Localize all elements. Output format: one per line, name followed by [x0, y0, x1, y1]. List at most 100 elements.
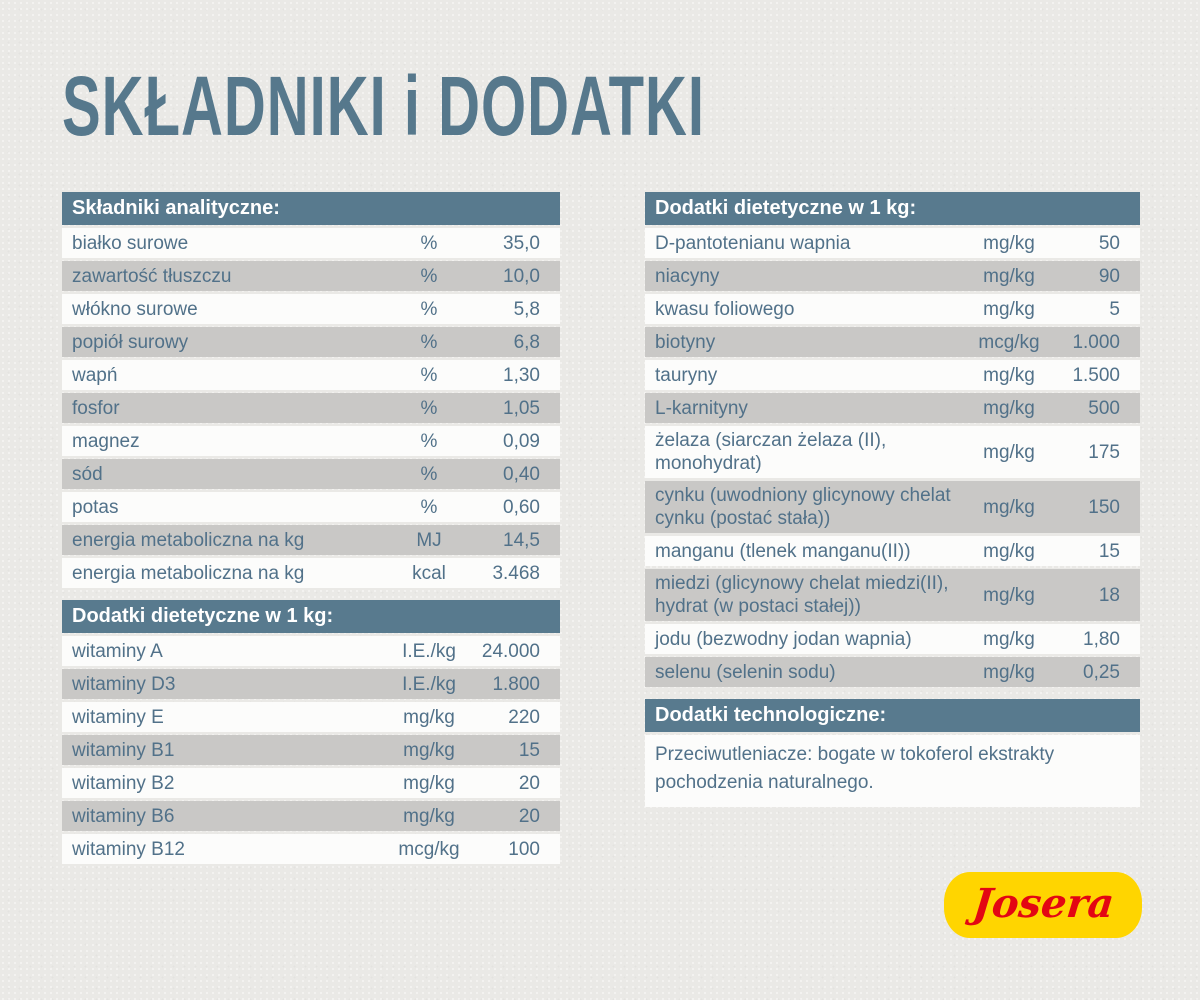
row-name: energia metaboliczna na kg — [72, 562, 305, 584]
table-row: kwasu foliowego mg/kg 5 — [645, 294, 1140, 324]
row-value: 0,40 — [503, 463, 540, 485]
row-unit: mg/kg — [983, 298, 1035, 320]
row-value: 14,5 — [503, 529, 540, 551]
table-row: biotyny mcg/kg 1.000 — [645, 327, 1140, 357]
row-name: miedzi (glicynowy chelat miedzi(II), hyd… — [655, 573, 949, 617]
row-unit: mcg/kg — [978, 331, 1040, 353]
row-unit: MJ — [416, 529, 442, 551]
row-value: 1,30 — [503, 364, 540, 386]
table-row: energia metaboliczna na kg kcal 3.468 — [62, 558, 560, 588]
row-unit: % — [420, 331, 438, 353]
josera-logo-text: Josera — [970, 879, 1116, 927]
row-unit: mg/kg — [403, 739, 455, 761]
row-name: jodu (bezwodny jodan wapnia) — [655, 628, 912, 650]
row-name: energia metaboliczna na kg — [72, 529, 305, 551]
table-row: niacyny mg/kg 90 — [645, 261, 1140, 291]
row-value: 0,60 — [503, 496, 540, 518]
row-value: 20 — [518, 805, 540, 827]
row-name: manganu (tlenek manganu(II)) — [655, 540, 911, 562]
table-row: witaminy B6 mg/kg 20 — [62, 801, 560, 831]
row-unit: mg/kg — [403, 706, 455, 728]
row-name: niacyny — [655, 265, 720, 287]
row-value: 10,0 — [503, 265, 540, 287]
row-name: witaminy E — [72, 706, 164, 728]
row-name: wapń — [72, 364, 118, 386]
row-unit: mg/kg — [983, 496, 1035, 518]
row-value: 35,0 — [503, 232, 540, 254]
row-unit: mg/kg — [983, 628, 1035, 650]
table-row: sód% 0,40 — [62, 459, 560, 489]
table-row: potas% 0,60 — [62, 492, 560, 522]
page-title: SKŁADNIKI i DODATKI — [62, 59, 706, 154]
row-unit: % — [420, 232, 438, 254]
dietary-additives-vitamins-table: Dodatki dietetyczne w 1 kg: witaminy A I.… — [62, 600, 560, 864]
table-row: witaminy B12 mcg/kg 100 — [62, 834, 560, 864]
row-value: 175 — [1088, 441, 1120, 463]
row-name: magnez — [72, 430, 140, 452]
row-value: 6,8 — [513, 331, 540, 353]
row-name: witaminy B2 — [72, 772, 175, 794]
row-value: 100 — [508, 838, 540, 860]
analytical-constituents-table: Składniki analityczne: białko surowe% 35,… — [62, 192, 560, 588]
table-row: tauryny mg/kg 1.500 — [645, 360, 1140, 390]
row-name: biotyny — [655, 331, 716, 353]
row-name: L-karnityny — [655, 397, 748, 419]
row-name: fosfor — [72, 397, 120, 419]
table-row: magnez% 0,09 — [62, 426, 560, 456]
row-value: 1.800 — [492, 673, 540, 695]
row-name: żelaza (siarczan żelaza (II), monohydrat… — [655, 430, 887, 474]
row-unit: mg/kg — [403, 805, 455, 827]
row-name: sód — [72, 463, 103, 485]
row-value: 220 — [508, 706, 540, 728]
row-name: witaminy B6 — [72, 805, 175, 827]
row-value: 5,8 — [513, 298, 540, 320]
row-name: potas — [72, 496, 119, 518]
row-unit: mg/kg — [983, 661, 1035, 683]
row-unit: % — [420, 463, 438, 485]
row-unit: kcal — [412, 562, 446, 584]
row-value: 24.000 — [481, 640, 540, 662]
table-row: D-pantotenianu wapnia mg/kg 50 — [645, 228, 1140, 258]
row-unit: mg/kg — [403, 772, 455, 794]
table-row: selenu (selenin sodu) mg/kg 0,25 — [645, 657, 1140, 687]
row-value: 0,25 — [1083, 661, 1120, 683]
row-name: cynku (uwodniony glicynowy chelat cynku … — [655, 485, 951, 529]
row-unit: % — [420, 364, 438, 386]
table-row: witaminy D3 I.E./kg 1.800 — [62, 669, 560, 699]
table-row: L-karnityny mg/kg 500 — [645, 393, 1140, 423]
row-value: 150 — [1088, 496, 1120, 518]
row-unit: mg/kg — [983, 232, 1035, 254]
row-name: popiół surowy — [72, 331, 189, 353]
table-header: Dodatki dietetyczne w 1 kg: — [62, 600, 560, 633]
table-row: witaminy B1 mg/kg 15 — [62, 735, 560, 765]
table-header: Dodatki technologiczne: — [645, 699, 1140, 732]
row-unit: % — [420, 496, 438, 518]
row-unit: mg/kg — [983, 584, 1035, 606]
row-value: 18 — [1098, 584, 1120, 606]
row-name: selenu (selenin sodu) — [655, 661, 836, 683]
table-row: witaminy B2 mg/kg 20 — [62, 768, 560, 798]
row-unit: mg/kg — [983, 441, 1035, 463]
table-row: białko surowe% 35,0 — [62, 228, 560, 258]
row-unit: I.E./kg — [402, 640, 456, 662]
row-name: kwasu foliowego — [655, 298, 795, 320]
row-unit: mg/kg — [983, 364, 1035, 386]
technological-additives-section: Dodatki technologiczne: Przeciwutleniacz… — [645, 699, 1140, 807]
row-value: 1,80 — [1083, 628, 1120, 650]
row-unit: % — [420, 430, 438, 452]
row-value: 15 — [1098, 540, 1120, 562]
table-row: witaminy E mg/kg 220 — [62, 702, 560, 732]
table-row: żelaza (siarczan żelaza (II), monohydrat… — [645, 426, 1140, 478]
row-unit: I.E./kg — [402, 673, 456, 695]
table-row: wapń% 1,30 — [62, 360, 560, 390]
right-column: Dodatki dietetyczne w 1 kg: D-pantotenia… — [645, 192, 1140, 807]
table-body: witaminy A I.E./kg 24.000 witaminy D3 I.E./k… — [62, 636, 560, 864]
row-value: 1.500 — [1072, 364, 1120, 386]
table-row: miedzi (glicynowy chelat miedzi(II), hyd… — [645, 569, 1140, 621]
table-row: popiół surowy% 6,8 — [62, 327, 560, 357]
row-name: witaminy D3 — [72, 673, 176, 695]
row-name: witaminy B12 — [72, 838, 185, 860]
row-value: 0,09 — [503, 430, 540, 452]
dietary-additives-minerals-table: Dodatki dietetyczne w 1 kg: D-pantotenia… — [645, 192, 1140, 687]
